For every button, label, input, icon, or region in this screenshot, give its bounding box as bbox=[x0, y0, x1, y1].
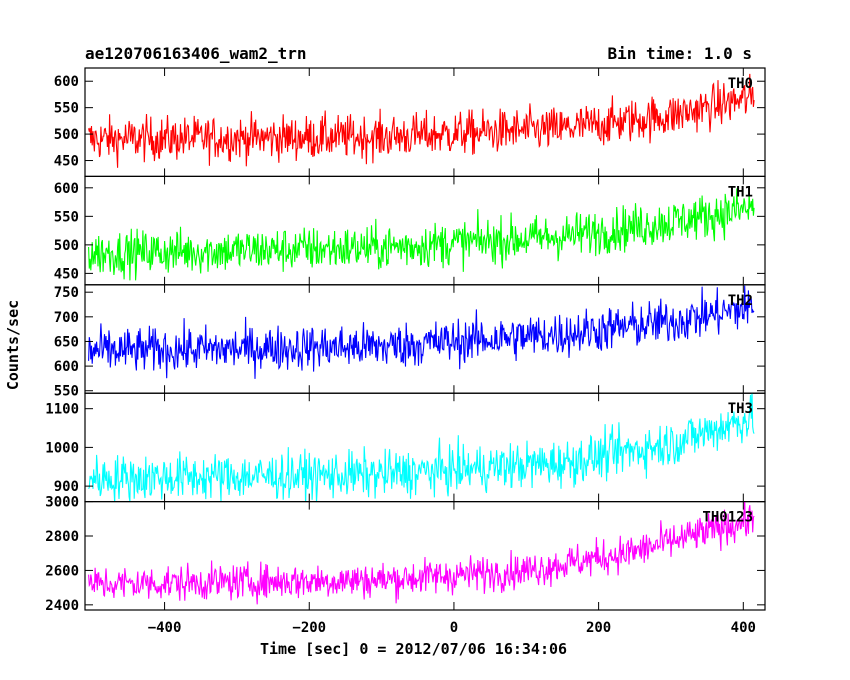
y-tick-label: 700 bbox=[54, 310, 79, 326]
x-tick-label: 0 bbox=[450, 620, 458, 636]
y-tick-label: 550 bbox=[54, 209, 79, 225]
y-tick-label: 2800 bbox=[45, 529, 79, 545]
panel-label-th3: TH3 bbox=[728, 401, 753, 417]
series-line-th0123 bbox=[88, 501, 755, 605]
y-tick-label: 500 bbox=[54, 127, 79, 143]
x-tick-label: 200 bbox=[586, 620, 611, 636]
y-tick-label: 600 bbox=[54, 74, 79, 90]
y-tick-label: 450 bbox=[54, 154, 79, 170]
y-tick-label: 900 bbox=[54, 479, 79, 495]
x-tick-label: −200 bbox=[292, 620, 326, 636]
y-tick-label: 3000 bbox=[45, 495, 79, 511]
x-tick-label: 400 bbox=[731, 620, 756, 636]
y-tick-label: 1000 bbox=[45, 440, 79, 456]
chart-title-right: Bin time: 1.0 s bbox=[607, 44, 753, 63]
series-line-th1 bbox=[88, 188, 755, 281]
x-tick-label: −400 bbox=[148, 620, 182, 636]
panel-label-th1: TH1 bbox=[728, 184, 753, 200]
y-axis-label: Counts/sec bbox=[4, 299, 22, 391]
y-tick-label: 2600 bbox=[45, 563, 79, 579]
panel-label-th0: TH0 bbox=[728, 76, 753, 92]
y-tick-label: 600 bbox=[54, 181, 79, 197]
x-axis-label: Time [sec] 0 = 2012/07/06 16:34:06 bbox=[260, 640, 568, 658]
panel-frame-th3 bbox=[84, 392, 766, 503]
y-tick-label: 2400 bbox=[45, 598, 79, 614]
y-tick-label: 1100 bbox=[45, 402, 79, 418]
series-line-th3 bbox=[88, 393, 755, 502]
y-tick-label: 500 bbox=[54, 238, 79, 254]
y-tick-label: 550 bbox=[54, 101, 79, 117]
y-tick-label: 450 bbox=[54, 266, 79, 282]
y-tick-label: 750 bbox=[54, 285, 79, 301]
panel-label-th0123: TH0123 bbox=[702, 510, 753, 526]
series-line-th0 bbox=[88, 73, 755, 168]
y-tick-label: 650 bbox=[54, 334, 79, 350]
y-tick-label: 600 bbox=[54, 359, 79, 375]
panel-frame-th0123 bbox=[84, 501, 766, 611]
y-tick-label: 550 bbox=[54, 384, 79, 400]
series-line-th2 bbox=[88, 285, 755, 379]
chart-title-left: ae120706163406_wam2_trn bbox=[85, 44, 307, 63]
panel-label-th2: TH2 bbox=[728, 293, 753, 309]
